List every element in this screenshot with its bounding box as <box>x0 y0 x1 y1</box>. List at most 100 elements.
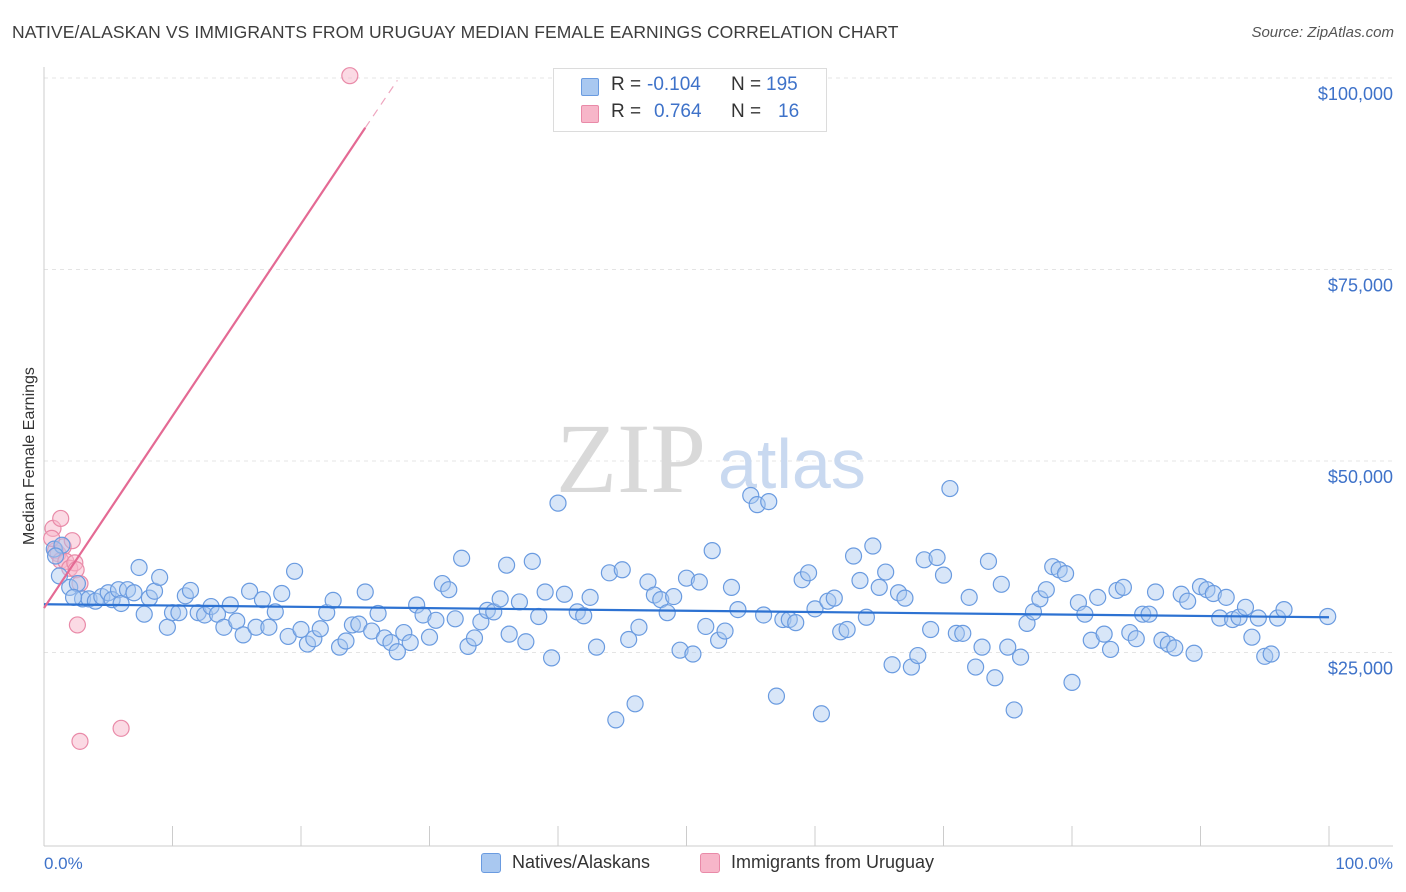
y-tick-labels: $25,000 $50,000 $75,000 $100,000 <box>1318 84 1393 679</box>
natives-point <box>947 624 965 642</box>
legend-r-value-natives: -0.104 <box>647 74 701 95</box>
natives-point <box>273 584 291 603</box>
natives-point <box>851 571 869 590</box>
natives-point <box>414 606 432 624</box>
natives-point <box>446 610 464 628</box>
legend-r-label: R = <box>611 74 642 95</box>
natives-point <box>1275 601 1293 619</box>
natives-point <box>234 626 252 644</box>
natives-point <box>68 574 87 593</box>
natives-point <box>870 578 888 596</box>
natives-point <box>690 573 708 591</box>
natives-point <box>613 561 631 579</box>
natives-point <box>1217 588 1235 606</box>
natives-point <box>1262 645 1280 663</box>
natives-point <box>517 633 535 651</box>
uruguay-point <box>68 616 87 634</box>
natives-point <box>181 581 200 600</box>
natives-trend-line <box>43 603 1330 619</box>
natives-point <box>677 569 696 587</box>
natives-point <box>787 614 805 632</box>
natives-point <box>478 601 496 619</box>
natives-point <box>228 612 246 630</box>
natives-point <box>793 571 811 589</box>
source-label: Source: ZipAtlas.com <box>1251 24 1394 41</box>
bottom-legend-swatch-uruguay <box>700 853 720 873</box>
natives-point <box>703 542 721 560</box>
legend-n-label: N = <box>731 74 762 95</box>
natives-point <box>767 687 786 705</box>
legend-r-value-uruguay: 0.764 <box>654 101 702 122</box>
y-tick-label: $75,000 <box>1328 276 1393 296</box>
y-tick-label: $25,000 <box>1328 659 1393 679</box>
natives-point <box>630 618 648 636</box>
natives-point <box>125 584 143 602</box>
natives-point <box>620 630 638 649</box>
natives-point <box>838 620 856 639</box>
natives-point <box>433 574 451 593</box>
natives-point <box>61 578 79 596</box>
natives-point <box>864 537 882 555</box>
natives-point <box>960 588 978 606</box>
chart-title: NATIVE/ALASKAN VS IMMIGRANTS FROM URUGUA… <box>12 22 899 42</box>
natives-point <box>825 589 843 607</box>
natives-point <box>986 669 1004 687</box>
natives-point <box>324 591 342 610</box>
natives-point <box>112 594 130 613</box>
natives-point <box>1056 565 1075 583</box>
natives-point <box>158 618 176 636</box>
natives-point <box>992 575 1010 593</box>
bottom-legend-label-natives: Natives/Alaskans <box>512 852 651 872</box>
legend-row-uruguay: R = 0.764 N = 16 <box>554 101 826 127</box>
trend-lines <box>43 79 1330 619</box>
natives-point <box>356 583 374 601</box>
natives-point <box>253 591 272 609</box>
natives-point <box>665 587 683 606</box>
y-tick-label: $50,000 <box>1328 467 1393 487</box>
natives-point <box>799 564 818 582</box>
natives-point <box>716 622 734 640</box>
natives-point <box>292 620 310 639</box>
natives-point <box>1031 590 1049 608</box>
natives-point <box>311 620 329 638</box>
natives-point <box>500 625 518 643</box>
natives-point <box>247 618 265 636</box>
natives-point <box>427 611 445 629</box>
natives-point <box>600 564 619 582</box>
natives-point <box>1243 628 1261 646</box>
bottom-legend-swatch-natives <box>481 853 501 873</box>
series-natives-points <box>45 479 1337 729</box>
natives-point <box>928 548 946 567</box>
natives-point <box>575 607 593 625</box>
natives-point <box>305 630 323 648</box>
natives-point <box>812 705 831 723</box>
natives-point <box>64 588 83 606</box>
uruguay-point <box>341 67 359 85</box>
natives-point <box>844 547 863 565</box>
natives-point <box>1249 609 1267 627</box>
legend-r-label: R = <box>611 101 642 122</box>
natives-point <box>337 632 355 650</box>
natives-point <box>135 605 153 623</box>
natives-point <box>979 552 998 570</box>
uruguay-trend-line <box>43 127 367 609</box>
correlation-legend: R = -0.104 N = 195 R = 0.764 N = 16 <box>553 68 827 132</box>
legend-row-natives: R = -0.104 N = 195 <box>554 74 826 100</box>
x-tick-label-min: 0.0% <box>44 854 83 873</box>
natives-point <box>1005 701 1023 719</box>
natives-point <box>922 620 940 639</box>
natives-point <box>130 558 148 577</box>
natives-point <box>401 633 419 652</box>
natives-point <box>266 603 284 621</box>
natives-point <box>1211 609 1229 627</box>
natives-point <box>754 606 773 624</box>
natives-point <box>967 658 985 676</box>
natives-point <box>1140 605 1158 623</box>
natives-point <box>1204 584 1222 603</box>
natives-point <box>1095 625 1113 643</box>
natives-point <box>934 566 953 584</box>
uruguay-point <box>71 732 89 750</box>
natives-point <box>388 643 406 661</box>
natives-point <box>684 645 702 663</box>
watermark-atlas: atlas <box>718 425 866 503</box>
